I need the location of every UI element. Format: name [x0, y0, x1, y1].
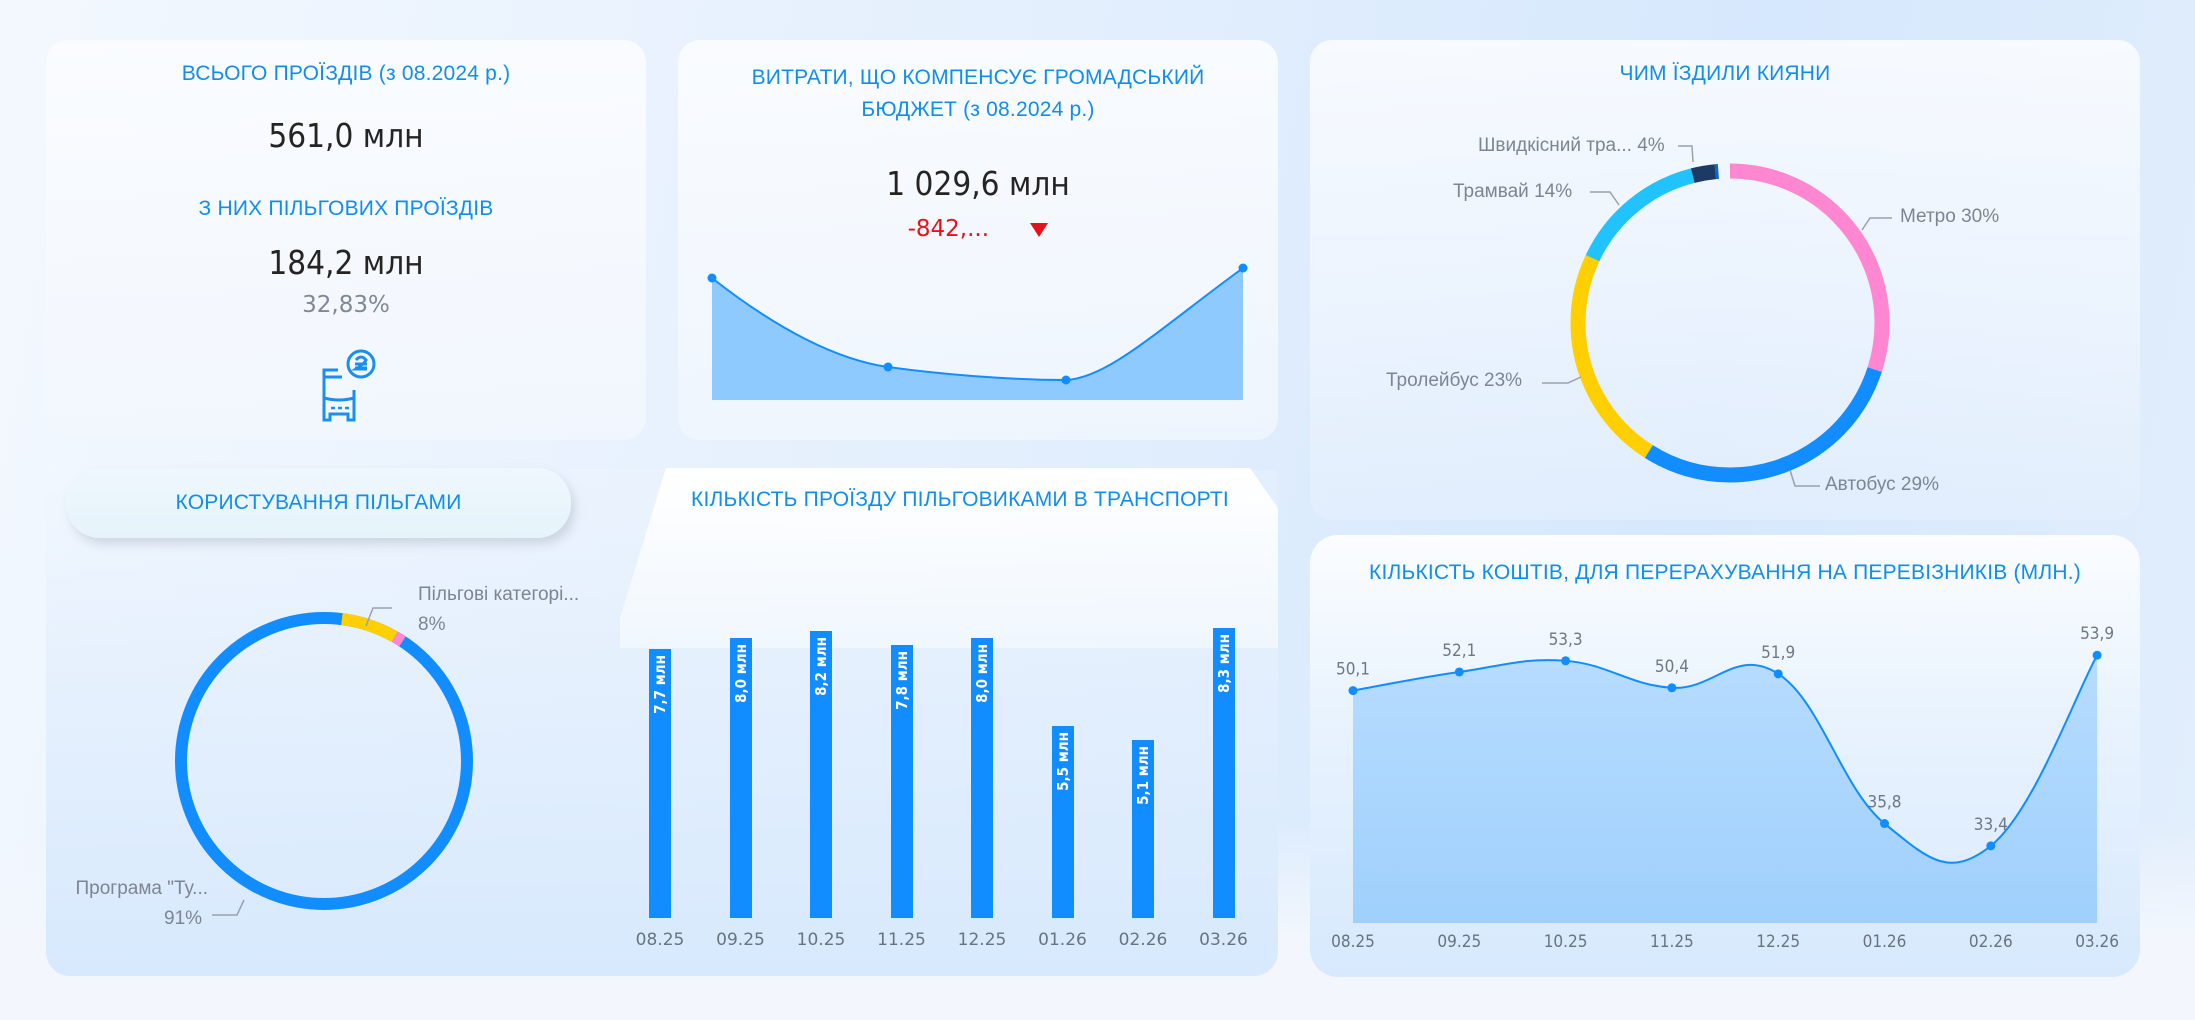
x-axis-tick: 11.25	[1650, 932, 1694, 952]
x-axis-tick: 09.25	[1437, 932, 1481, 952]
legend-metro: Метро 30%	[1900, 206, 2000, 227]
data-point[interactable]	[1773, 669, 1783, 679]
legend-fast-tram: Швидкісний тра... 4%	[1478, 135, 1665, 156]
transport-mode-donut[interactable]	[1310, 40, 2140, 520]
legend-tram: Трамвай 14%	[1453, 181, 1573, 202]
bar-value-label: 8,3 млн	[1214, 633, 1233, 693]
carrier-funds-card: КІЛЬКІСТЬ КОШТІВ, ДЛЯ ПЕРЕРАХУВАННЯ НА П…	[1310, 535, 2140, 977]
kpi-budget-title-line1: ВИТРАТИ, ЩО КОМПЕНСУЄ ГРОМАДСЬКИЙ	[751, 66, 1205, 89]
kpi-budget-delta-value: -842,...	[907, 216, 990, 242]
bar-03.26[interactable]: 8,3 млн	[1212, 627, 1235, 918]
benefit-rides-title: КІЛЬКІСТЬ ПРОЇЗДУ ПІЛЬГОВИКАМИ В ТРАНСПО…	[691, 488, 1229, 511]
kpi-total-card: ВСЬОГО ПРОЇЗДІВ (з 08.2024 р.) 561,0 млн…	[46, 40, 646, 440]
data-label: 50,4	[1655, 657, 1689, 677]
data-label: 50,1	[1336, 660, 1370, 680]
x-axis-tick: 03.26	[1199, 930, 1248, 950]
bar-01.26[interactable]: 5,5 млн	[1051, 725, 1074, 918]
bar-value-label: 7,7 млн	[651, 654, 669, 714]
legend-bus: Автобус 29%	[1825, 474, 1939, 495]
bar-value-label: 8,0 млн	[731, 644, 750, 703]
benefits-legend-categories: Пільгові категорі... 8%	[418, 580, 579, 640]
bar-value-label: 7,8 млн	[892, 651, 911, 710]
benefits-donut[interactable]	[40, 470, 680, 970]
bus-hryvnia-icon	[304, 346, 384, 426]
x-axis-tick: 09.25	[716, 930, 765, 950]
benefits-legend-program-pct: 91%	[164, 908, 203, 929]
data-point[interactable]	[1348, 686, 1358, 696]
carrier-funds-area-chart[interactable]: 50,1 08.25 52,1 09.25 53,3 10.25 50,4 11.25 51,9…	[1310, 535, 2140, 977]
benefits-legend-program-name: Програма "Ту...	[75, 878, 208, 899]
triangle-down-icon	[1030, 222, 1049, 237]
data-point[interactable]	[1454, 667, 1464, 677]
benefits-usage-label: КОРИСТУВАННЯ ПІЛЬГАМИ	[175, 491, 462, 514]
bar-value-label: 5,1 млн	[1134, 745, 1152, 805]
kpi-benefit-value: 184,2 млн	[268, 243, 424, 282]
x-axis-tick: 02.26	[1969, 932, 2013, 952]
kpi-budget-title: ВИТРАТИ, ЩО КОМПЕНСУЄ ГРОМАДСЬКИЙ БЮДЖЕТ…	[678, 62, 1278, 126]
bar-12.25[interactable]: 8,0 млн	[971, 638, 993, 918]
transport-mode-title: ЧИМ ЇЗДИЛИ КИЯНИ	[1619, 62, 1831, 85]
bar-chart-header-shape	[620, 468, 1278, 648]
legend-trolleybus: Тролейбус 23%	[1386, 370, 1523, 391]
data-label: 53,3	[1549, 630, 1583, 650]
benefits-legend-categories-name: Пільгові категорі...	[418, 584, 580, 605]
bar-value-label: 8,0 млн	[973, 644, 991, 703]
x-axis-tick: 02.26	[1118, 930, 1168, 950]
x-axis-tick: 08.25	[635, 930, 685, 950]
carrier-funds-title: КІЛЬКІСТЬ КОШТІВ, ДЛЯ ПЕРЕРАХУВАННЯ НА П…	[1369, 561, 2081, 584]
data-label: 33,4	[1974, 815, 2008, 835]
kpi-budget-value: 1 029,6 млн	[886, 164, 1070, 203]
kpi-benefit-percent: 32,83%	[302, 292, 390, 318]
benefit-rides-bars: 7,7 млн 08.25 8,0 млн 09.25 8,2 млн 10.25 7,8 …	[620, 560, 1280, 960]
bar-11.25[interactable]: 7,8 млн	[890, 645, 913, 918]
data-label: 52,1	[1442, 641, 1476, 661]
x-axis-tick: 01.26	[1038, 930, 1087, 950]
x-axis-tick: 11.25	[877, 930, 926, 950]
bar-02.26[interactable]: 5,1 млн	[1132, 739, 1154, 918]
benefits-legend-categories-pct: 8%	[418, 614, 446, 635]
data-point[interactable]	[1561, 656, 1571, 666]
bar-value-label: 8,2 млн	[812, 637, 830, 696]
data-point[interactable]	[1880, 819, 1889, 829]
data-label: 51,9	[1761, 643, 1795, 663]
kpi-budget-card: ВИТРАТИ, ЩО КОМПЕНСУЄ ГРОМАДСЬКИЙ БЮДЖЕТ…	[678, 40, 1278, 440]
x-axis-tick: 03.26	[2075, 932, 2119, 952]
bar-09.25[interactable]: 8,0 млн	[729, 638, 752, 918]
bar-value-label: 5,5 млн	[1053, 731, 1072, 791]
benefits-usage-button[interactable]: КОРИСТУВАННЯ ПІЛЬГАМИ	[66, 468, 571, 538]
budget-sparkline	[707, 263, 1248, 400]
data-point[interactable]	[2092, 650, 2102, 660]
kpi-budget-delta: -842,...	[678, 216, 1278, 242]
x-axis-tick: 10.25	[1544, 932, 1588, 952]
kpi-total-title: ВСЬОГО ПРОЇЗДІВ (з 08.2024 р.)	[181, 62, 511, 85]
kpi-budget-title-line2: БЮДЖЕТ (з 08.2024 р.)	[861, 98, 1095, 121]
benefits-legend-program: Програма "Ту... 91%	[58, 874, 208, 934]
bar-10.25[interactable]: 8,2 млн	[810, 631, 832, 918]
x-axis-tick: 12.25	[957, 930, 1007, 950]
x-axis-tick: 12.25	[1756, 932, 1800, 952]
data-point[interactable]	[1986, 841, 1996, 851]
bar-08.25[interactable]: 7,7 млн	[649, 648, 671, 918]
transport-mode-card: ЧИМ ЇЗДИЛИ КИЯНИ Метро 30% Автобус 29% Т…	[1310, 40, 2140, 520]
x-axis-tick: 01.26	[1863, 932, 1907, 952]
x-axis-tick: 10.25	[796, 930, 846, 950]
data-label: 53,9	[2080, 624, 2114, 644]
x-axis-tick: 08.25	[1331, 932, 1375, 952]
kpi-benefit-title: З НИХ ПІЛЬГОВИХ ПРОЇЗДІВ	[198, 197, 494, 220]
data-label: 35,8	[1867, 793, 1901, 813]
kpi-total-value: 561,0 млн	[268, 116, 424, 155]
data-point[interactable]	[1667, 683, 1677, 693]
